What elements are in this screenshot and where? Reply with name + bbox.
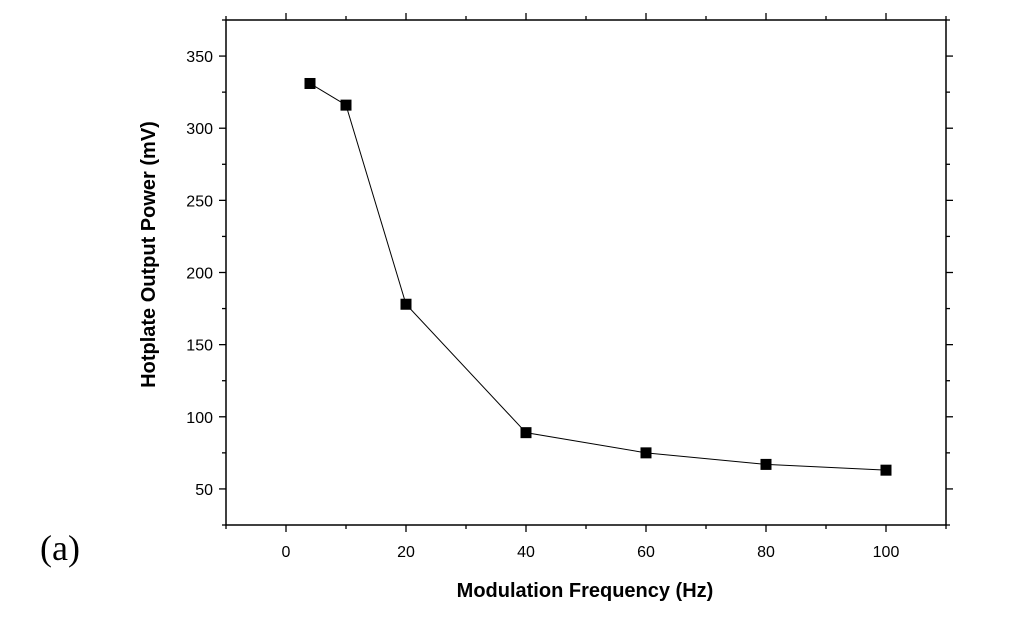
y-tick-label: 350	[186, 49, 213, 66]
axis-ticks	[219, 13, 953, 532]
y-tick-label: 100	[186, 410, 213, 427]
y-tick-label: 200	[186, 266, 213, 283]
data-series	[304, 77, 892, 476]
series-line	[309, 83, 887, 471]
data-point	[520, 427, 532, 439]
data-point	[640, 447, 652, 459]
data-point	[400, 298, 412, 310]
x-tick-label: 20	[397, 544, 415, 561]
y-tick-label: 300	[186, 121, 213, 138]
y-tick-label: 150	[186, 338, 213, 355]
y-tick-label: 250	[186, 193, 213, 210]
data-point	[760, 458, 772, 470]
panel-label: (a)	[40, 528, 80, 568]
x-tick-label: 0	[282, 544, 291, 561]
axis-tick-labels: 0 20 40 60 80 100 50 100 150 200 250 300 350	[186, 49, 899, 561]
x-tick-label: 40	[517, 544, 535, 561]
plot-frame	[225, 19, 947, 526]
data-point	[304, 77, 316, 89]
y-tick-label: 50	[195, 482, 213, 499]
data-point	[340, 99, 352, 111]
y-axis-title: Hotplate Output Power (mV)	[138, 121, 160, 388]
plot-border	[225, 19, 947, 526]
x-tick-label: 100	[873, 544, 900, 561]
data-point	[880, 464, 892, 476]
x-tick-label: 60	[637, 544, 655, 561]
x-axis-title: Modulation Frequency (Hz)	[457, 580, 714, 602]
x-tick-label: 80	[757, 544, 775, 561]
